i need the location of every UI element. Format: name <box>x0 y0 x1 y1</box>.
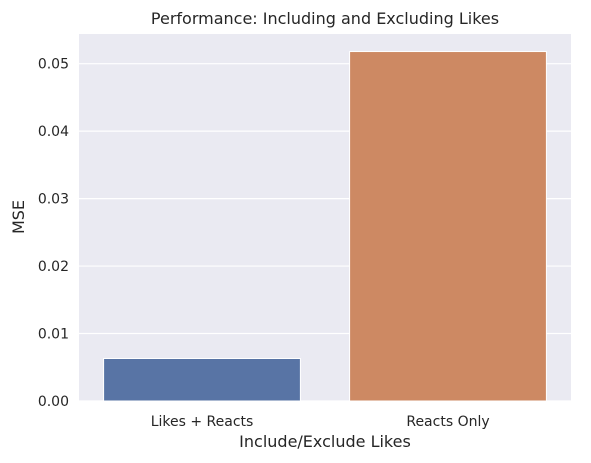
y-tick-label: 0.01 <box>38 327 69 343</box>
y-axis-label: MSE <box>9 200 28 234</box>
y-tick-label: 0.04 <box>38 124 69 140</box>
x-axis-label: Include/Exclude Likes <box>239 432 411 451</box>
x-tick-label: Likes + Reacts <box>151 414 254 430</box>
y-tick-label: 0.02 <box>38 259 69 275</box>
y-tick-label: 0.05 <box>38 57 69 73</box>
y-tick-label: 0.03 <box>38 192 69 208</box>
bar-1 <box>103 357 301 402</box>
x-axis-ticks: Likes + Reacts Reacts Only <box>151 414 490 430</box>
y-tick-label: 0.00 <box>38 394 69 410</box>
x-tick-label: Reacts Only <box>406 414 489 430</box>
chart-title: Performance: Including and Excluding Lik… <box>151 9 499 28</box>
y-axis-ticks: 0.00 0.01 0.02 0.03 0.04 0.05 <box>38 57 69 410</box>
bar-2 <box>349 51 547 402</box>
bars <box>103 51 547 402</box>
